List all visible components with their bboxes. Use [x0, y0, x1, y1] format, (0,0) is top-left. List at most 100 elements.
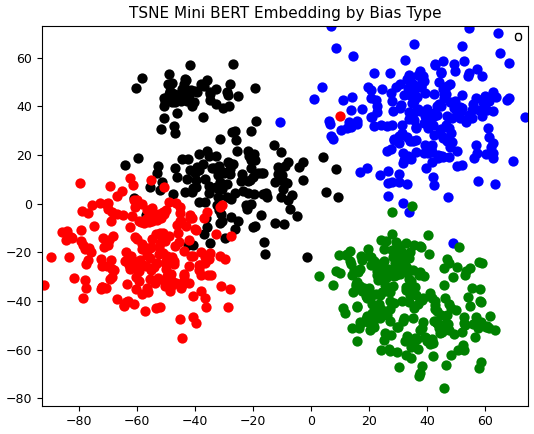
Point	[213, 201, 221, 208]
Point	[225, 286, 234, 293]
Point	[162, 207, 171, 214]
Point	[58, 229, 67, 236]
Point	[109, 233, 117, 240]
Point	[430, 109, 438, 116]
Point	[416, 243, 425, 250]
Point	[182, 223, 191, 230]
Point	[372, 109, 381, 116]
Point	[410, 41, 418, 48]
Point	[445, 125, 453, 132]
Point	[233, 217, 242, 224]
Point	[132, 273, 140, 280]
Point	[475, 365, 484, 372]
Point	[146, 217, 154, 224]
Point	[318, 83, 326, 90]
Point	[208, 164, 216, 171]
Point	[12, 229, 21, 236]
Point	[367, 261, 375, 268]
Point	[230, 226, 239, 233]
Point	[386, 288, 395, 295]
Point	[175, 315, 184, 322]
Point	[399, 157, 408, 164]
Point	[424, 150, 433, 157]
Point	[107, 217, 116, 224]
Point	[395, 363, 403, 370]
Point	[189, 293, 198, 300]
Point	[262, 190, 271, 197]
Point	[146, 184, 155, 191]
Point	[163, 253, 172, 260]
Point	[113, 211, 121, 218]
Point	[454, 244, 463, 251]
Point	[371, 312, 379, 319]
Point	[353, 304, 362, 311]
Point	[170, 258, 178, 265]
Point	[151, 279, 159, 286]
Point	[146, 275, 155, 282]
Point	[121, 257, 130, 264]
Point	[447, 129, 456, 136]
Point	[193, 163, 202, 170]
Point	[441, 295, 450, 302]
Point	[172, 200, 181, 207]
Point	[256, 169, 265, 176]
Point	[146, 254, 154, 261]
Point	[367, 86, 375, 93]
Point	[274, 163, 282, 170]
Point	[419, 319, 428, 326]
Point	[353, 121, 362, 128]
Point	[395, 140, 403, 147]
Point	[373, 272, 382, 279]
Point	[164, 233, 173, 240]
Point	[158, 237, 167, 244]
Point	[472, 94, 480, 101]
Point	[367, 113, 376, 120]
Point	[140, 307, 149, 314]
Point	[384, 267, 392, 274]
Point	[416, 269, 425, 276]
Point	[451, 98, 459, 105]
Point	[461, 272, 469, 279]
Point	[123, 280, 131, 287]
Point	[383, 312, 391, 319]
Point	[469, 100, 478, 107]
Point	[170, 92, 179, 99]
Point	[165, 71, 174, 78]
Point	[418, 363, 426, 370]
Point	[88, 201, 96, 208]
Point	[106, 183, 114, 190]
Point	[65, 254, 73, 261]
Point	[321, 188, 330, 195]
Point	[396, 265, 405, 272]
Point	[360, 284, 368, 291]
Point	[155, 230, 164, 237]
Point	[269, 141, 278, 148]
Point	[132, 85, 140, 92]
Point	[194, 262, 203, 269]
Point	[168, 282, 177, 289]
Point	[458, 162, 466, 169]
Point	[414, 300, 422, 307]
Point	[197, 288, 205, 295]
Point	[347, 106, 355, 113]
Point	[485, 98, 493, 105]
Point	[415, 271, 423, 278]
Point	[485, 325, 493, 332]
Point	[383, 266, 392, 273]
Point	[430, 301, 439, 308]
Point	[229, 160, 238, 167]
Point	[486, 312, 494, 319]
Point	[242, 201, 250, 208]
Point	[431, 60, 439, 67]
Point	[192, 177, 200, 184]
Point	[478, 112, 486, 119]
Point	[159, 250, 168, 256]
Point	[459, 341, 467, 348]
Point	[357, 253, 365, 260]
Point	[347, 123, 355, 130]
Point	[409, 266, 417, 273]
Point	[108, 273, 117, 280]
Point	[403, 332, 411, 339]
Point	[130, 194, 138, 201]
Point	[382, 288, 391, 295]
